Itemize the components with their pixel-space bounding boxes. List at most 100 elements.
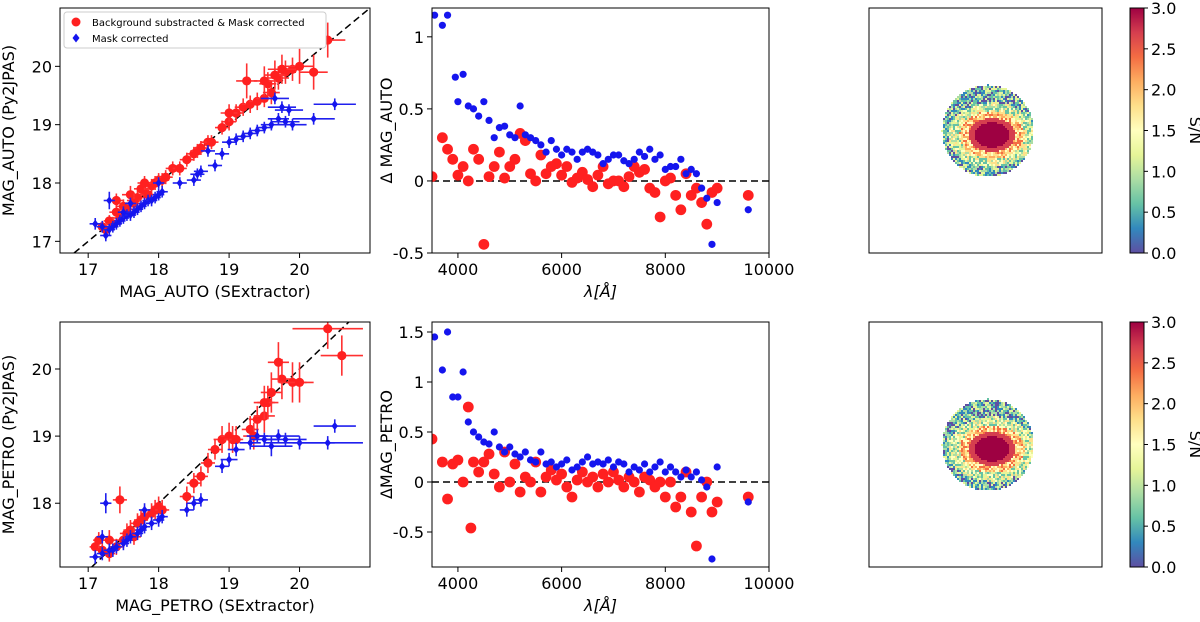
pixel [943, 444, 945, 446]
pixel [987, 434, 989, 436]
pixel [961, 438, 963, 440]
pixel [1027, 446, 1029, 448]
data-point [558, 151, 566, 159]
pixel [987, 478, 989, 480]
pixel [1031, 438, 1033, 440]
pixel [949, 434, 951, 436]
pixel [983, 448, 985, 450]
pixel [1003, 150, 1005, 152]
pixel [1009, 448, 1011, 450]
pixel [947, 122, 949, 124]
y-axis-label: Δ MAG_AUTO [377, 78, 397, 184]
pixel [977, 158, 979, 160]
pixel [971, 98, 973, 100]
data-point [232, 135, 240, 144]
pixel [993, 146, 995, 148]
pixel [1001, 98, 1003, 100]
data-point [252, 414, 262, 424]
pixel [1005, 170, 1007, 172]
pixel [985, 442, 987, 444]
pixel [1027, 130, 1029, 132]
pixel [973, 100, 975, 102]
data-point [282, 117, 289, 126]
pixel [989, 438, 991, 440]
pixel [997, 136, 999, 138]
pixel [1001, 96, 1003, 98]
pixel [953, 144, 955, 146]
pixel [975, 476, 977, 478]
pixel [977, 116, 979, 118]
pixel [1023, 130, 1025, 132]
pixel [993, 410, 995, 412]
pixel [955, 470, 957, 472]
pixel [965, 140, 967, 142]
pixel [1013, 412, 1015, 414]
pixel [965, 464, 967, 466]
pixel [967, 128, 969, 130]
plot-area [89, 322, 363, 567]
pixel [981, 444, 983, 446]
pixel [985, 96, 987, 98]
pixel [1027, 466, 1029, 468]
pixel [1019, 134, 1021, 136]
pixel [997, 158, 999, 160]
pixel [1031, 128, 1033, 130]
pixel [955, 468, 957, 470]
pixel [1003, 160, 1005, 162]
pixel [995, 142, 997, 144]
pixel [1027, 128, 1029, 130]
pixel [941, 444, 943, 446]
pixel [991, 424, 993, 426]
pixel [1023, 154, 1025, 156]
pixel [1005, 108, 1007, 110]
pixel [987, 428, 989, 430]
pixel [1005, 142, 1007, 144]
pixel [979, 138, 981, 140]
pixel [965, 98, 967, 100]
pixel [983, 410, 985, 412]
pixel [999, 112, 1001, 114]
pixel [1007, 406, 1009, 408]
pixel [943, 132, 945, 134]
pixel [969, 168, 971, 170]
data-point [247, 438, 254, 448]
pixel [1017, 150, 1019, 152]
pixel [983, 402, 985, 404]
pixel [951, 420, 953, 422]
pixel [963, 450, 965, 452]
pixel [1009, 100, 1011, 102]
pixel [1029, 454, 1031, 456]
pixel [1003, 96, 1005, 98]
pixel [983, 438, 985, 440]
pixel [1003, 114, 1005, 116]
pixel [989, 98, 991, 100]
pixel [1011, 110, 1013, 112]
pixel [975, 418, 977, 420]
pixel [973, 432, 975, 434]
pixel [963, 146, 965, 148]
data-point [337, 350, 347, 361]
colorbar-tick-label: 1.0 [1151, 476, 1176, 495]
pixel [979, 132, 981, 134]
pixel [1021, 104, 1023, 106]
pixel [991, 90, 993, 92]
pixel [995, 172, 997, 174]
pixel [963, 98, 965, 100]
pixel [1005, 484, 1007, 486]
pixel [1015, 134, 1017, 136]
pixel [999, 400, 1001, 402]
pixel [1001, 160, 1003, 162]
pixel [993, 138, 995, 140]
pixel [973, 428, 975, 430]
data-point [225, 137, 233, 147]
pixel [993, 126, 995, 128]
pixel [967, 124, 969, 126]
pixel [971, 166, 973, 168]
pixel [989, 108, 991, 110]
pixel [979, 102, 981, 104]
pixel [945, 122, 947, 124]
pixel [1023, 122, 1025, 124]
pixel [947, 130, 949, 132]
data-point [666, 162, 675, 171]
pixel [977, 470, 979, 472]
